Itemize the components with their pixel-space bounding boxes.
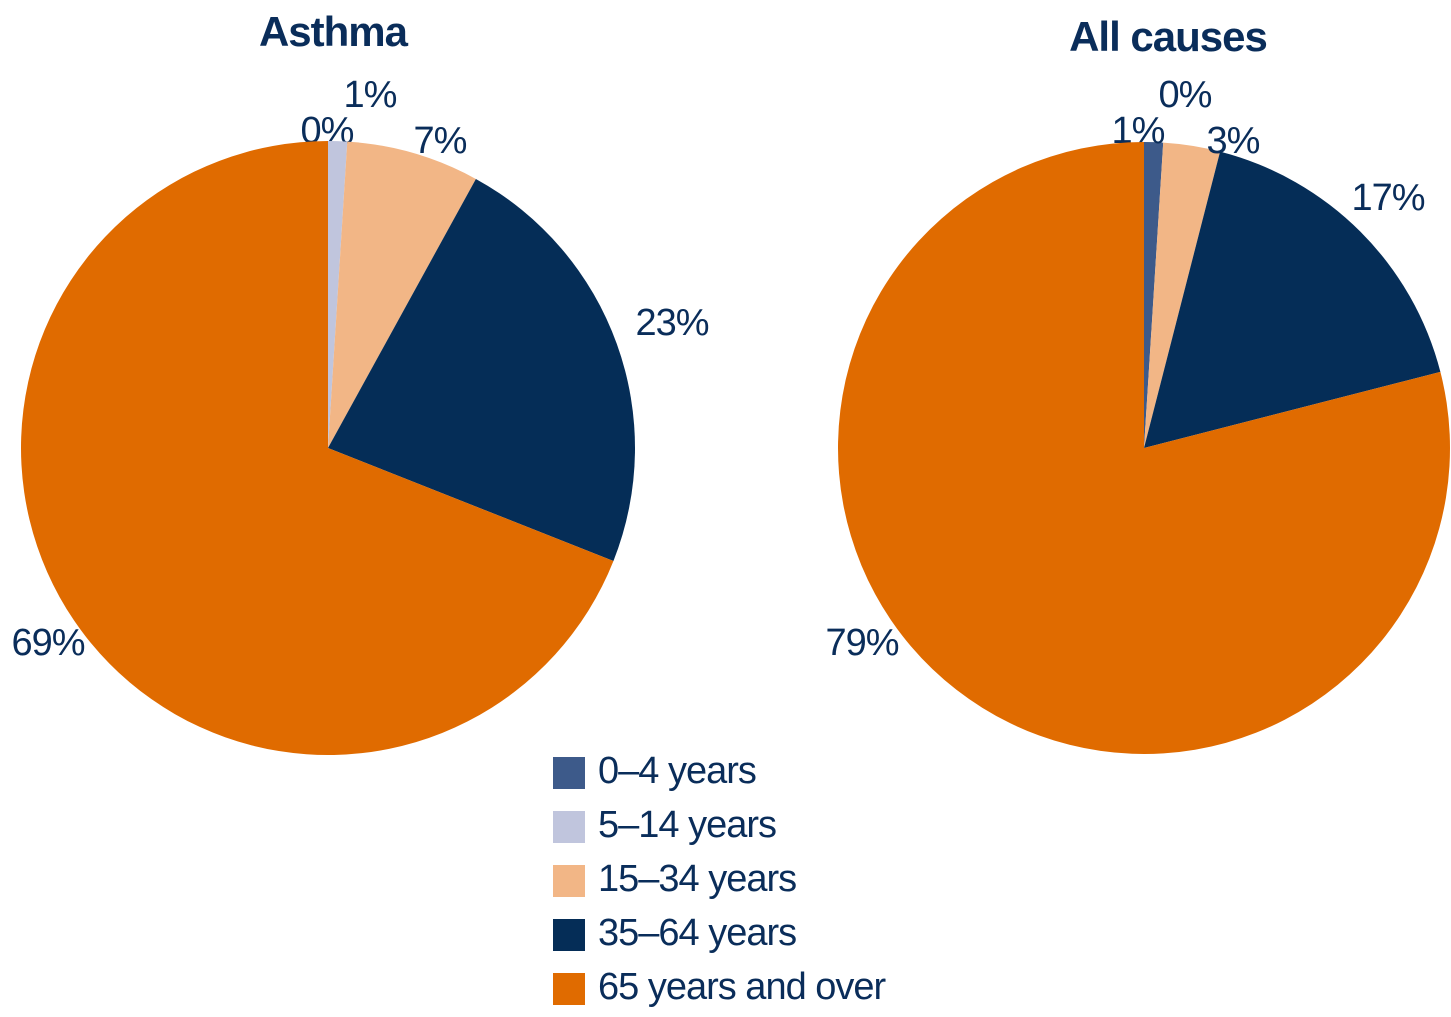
legend-swatch — [553, 919, 585, 951]
legend-swatch — [553, 865, 585, 897]
legend-label: 65 years and over — [598, 966, 887, 1008]
pie-slice — [838, 142, 1451, 755]
chart-title: Asthma — [259, 8, 409, 55]
data-label: 7% — [414, 120, 467, 162]
data-label: 0% — [1159, 74, 1212, 116]
pie-slice — [21, 141, 614, 755]
pie-slice — [1144, 142, 1164, 448]
legend-label: 15–34 years — [598, 858, 796, 900]
data-label: 17% — [1351, 177, 1424, 219]
chart-title: All causes — [1069, 13, 1267, 60]
data-label: 79% — [825, 622, 898, 664]
legend-label: 35–64 years — [598, 912, 796, 954]
data-label: 1% — [344, 74, 397, 116]
pie-slice — [1144, 142, 1221, 448]
legend-label: 5–14 years — [598, 804, 776, 846]
pie-slice — [328, 141, 476, 449]
data-label: 3% — [1207, 120, 1260, 162]
legend-swatch — [553, 811, 585, 843]
pie-slice — [328, 141, 348, 448]
data-label: 23% — [635, 302, 708, 344]
pie-slice — [328, 178, 635, 562]
data-label: 69% — [11, 622, 84, 664]
pie-slice — [1144, 151, 1441, 448]
legend-swatch — [553, 973, 585, 1005]
legend-swatch — [553, 757, 585, 789]
legend-label: 0–4 years — [598, 750, 756, 792]
